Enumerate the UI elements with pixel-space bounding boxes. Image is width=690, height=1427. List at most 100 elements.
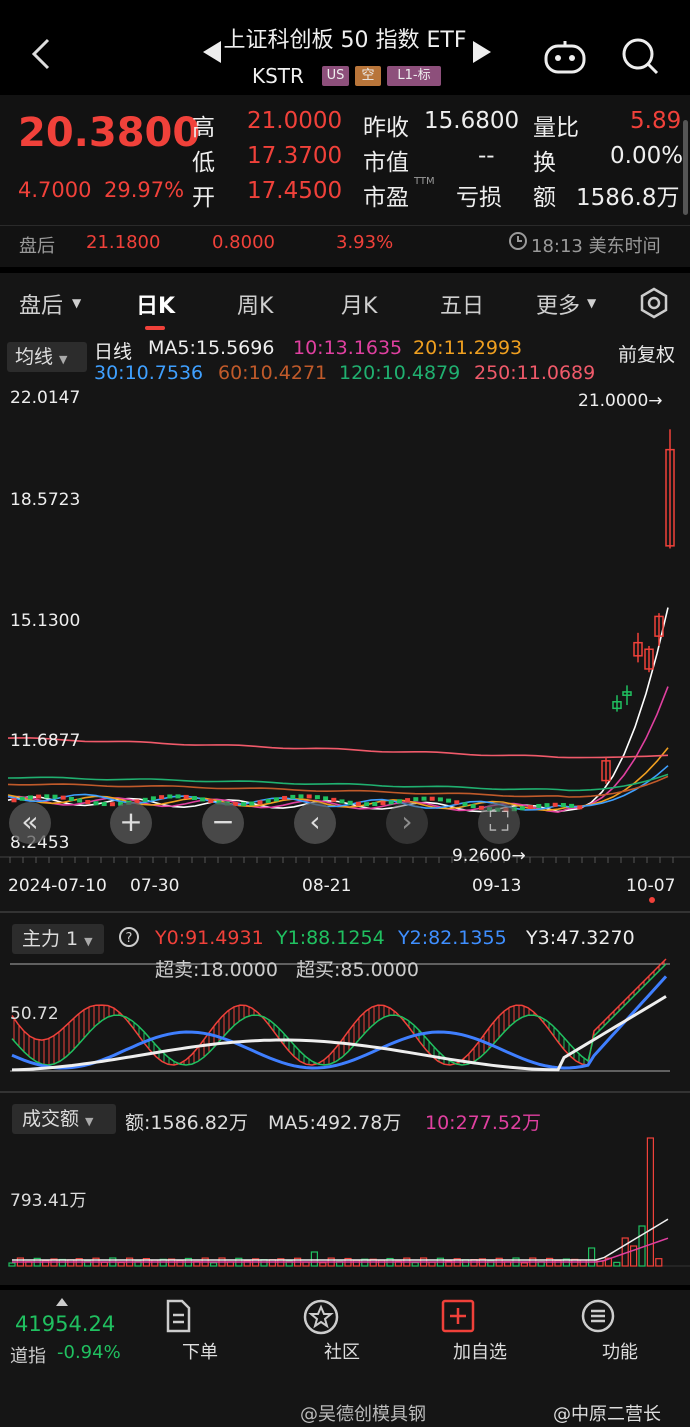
candle-body: [306, 794, 312, 799]
volume-dropdown-icon: ▼: [85, 1115, 94, 1128]
oversold-level: 超卖:18.0000: [155, 959, 278, 981]
candle-body: [569, 803, 575, 808]
fullscreen-icon[interactable]: ⛶: [478, 802, 520, 844]
candle-body: [298, 794, 304, 799]
tab-more-dropdown-icon[interactable]: ▼: [587, 296, 597, 310]
indicator-y3-line: [11, 995, 667, 1072]
indicator-y1: Y1:88.1254: [276, 927, 385, 949]
candle-body: [273, 797, 279, 802]
scroll-left-fast-icon[interactable]: «: [9, 802, 51, 844]
volume-ma10: 10:277.52万: [425, 1112, 542, 1134]
tab-after-hours[interactable]: 盘后: [19, 294, 64, 319]
candle-body: [355, 801, 361, 806]
ma-line-30: [7, 765, 669, 811]
pe-label: 市盈: [363, 185, 409, 211]
index-value[interactable]: 41954.24: [15, 1312, 116, 1336]
candle-body: [241, 802, 247, 807]
indicator-selector[interactable]: 主力 1 ▼: [12, 924, 104, 954]
tab-weekly-k[interactable]: 周K: [237, 294, 274, 319]
after-hours-bar: [0, 225, 690, 267]
tab-daily-k[interactable]: 日K: [136, 294, 176, 319]
volume-ma5-line: [12, 1218, 669, 1261]
candle-body: [364, 802, 370, 807]
next-stock-icon[interactable]: [473, 41, 491, 63]
candle-body: [633, 641, 643, 657]
nav-functions[interactable]: 功能: [602, 1342, 638, 1363]
turnover-value: 0.00%: [610, 143, 684, 169]
candle-body: [167, 794, 173, 799]
open-label: 开: [192, 185, 215, 211]
index-expand-icon[interactable]: [56, 1298, 68, 1306]
indicator-mid-tick: 50.72: [10, 1004, 59, 1024]
tab-more[interactable]: 更多: [536, 294, 581, 319]
tab-monthly-k[interactable]: 月K: [341, 294, 378, 319]
candle-body: [405, 798, 411, 803]
period-tabs: [0, 273, 690, 335]
volume-bar: [319, 1262, 327, 1267]
volume-bar: [646, 1137, 655, 1267]
tab-five-day[interactable]: 五日: [440, 294, 485, 319]
divider: [0, 267, 690, 273]
y-tick-label: 22.0147: [10, 388, 81, 408]
volume-bar: [8, 1262, 16, 1267]
x-tick-label: 08-21: [302, 876, 352, 896]
candle-body: [142, 797, 148, 802]
candle-body: [52, 794, 58, 799]
nav-order[interactable]: 下单: [182, 1342, 218, 1363]
candle-body: [622, 691, 632, 696]
search-icon[interactable]: [620, 36, 660, 76]
scroll-right-icon[interactable]: ›: [386, 802, 428, 844]
amount-label: 额: [533, 185, 556, 211]
back-icon[interactable]: [28, 34, 58, 74]
after-hours-time: 18:13 美东时间: [531, 236, 661, 257]
volume-bar: [310, 1251, 318, 1267]
prev-close-label: 昨收: [363, 115, 409, 141]
candle-body: [282, 795, 288, 800]
pe-value: 亏损: [456, 185, 502, 211]
last-price: 20.3800: [18, 110, 201, 156]
candle-body: [665, 448, 675, 547]
candle-body: [60, 795, 66, 800]
ma-selector[interactable]: 均线 ▼: [7, 342, 87, 372]
ma-dropdown-icon: ▼: [59, 353, 68, 366]
candle-body: [372, 802, 378, 807]
volume-bar: [629, 1245, 638, 1267]
ma30-legend: 30:10.7536: [94, 362, 204, 384]
open-value: 17.4500: [247, 178, 343, 204]
after-hours-label: 盘后: [19, 236, 55, 257]
volume-bar: [151, 1259, 159, 1267]
volume-bar: [445, 1260, 453, 1267]
candle-body: [232, 802, 238, 807]
quote-scrollbar[interactable]: [683, 120, 688, 215]
kline-chart[interactable]: [0, 0, 690, 1290]
candle-body: [200, 797, 206, 802]
candle-body: [380, 801, 386, 806]
nav-add-watchlist[interactable]: 加自选: [453, 1342, 507, 1363]
candle-body: [437, 797, 443, 802]
amount-value: 1586.8万: [576, 185, 680, 211]
overbought-level: 超买:85.0000: [296, 959, 419, 981]
candle-body: [77, 798, 83, 803]
watermark: @吴德创模具钢: [300, 1404, 426, 1425]
zoom-in-icon[interactable]: +: [110, 802, 152, 844]
candle-body: [612, 701, 622, 710]
nav-community[interactable]: 社区: [324, 1342, 360, 1363]
prev-stock-icon[interactable]: [203, 41, 221, 63]
candle-body: [552, 802, 558, 807]
mkt-cap-label: 市值: [363, 150, 409, 176]
ma-line-10: [7, 686, 669, 814]
adjust-mode[interactable]: 前复权: [618, 344, 676, 366]
candle-body: [93, 801, 99, 806]
robot-assistant-icon[interactable]: [544, 40, 586, 74]
candle-body: [396, 799, 402, 804]
indicator-y2-line: [11, 975, 668, 1070]
candle-body: [421, 796, 427, 801]
scroll-left-icon[interactable]: ‹: [294, 802, 336, 844]
volume-selector[interactable]: 成交额 ▼: [12, 1104, 116, 1134]
candle-body: [331, 797, 337, 802]
x-tick-label: 10-07: [626, 876, 676, 896]
ma20-legend: 20:11.2993: [413, 337, 523, 359]
zoom-out-icon[interactable]: −: [202, 802, 244, 844]
tab-after-hours-dropdown-icon[interactable]: ▼: [72, 296, 82, 310]
candle-body: [249, 801, 255, 806]
